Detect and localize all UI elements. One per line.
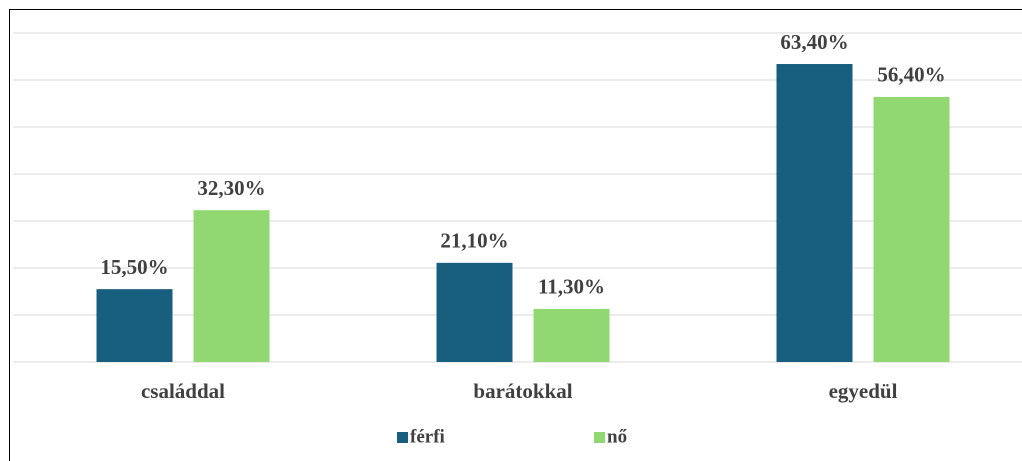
chart-frame bbox=[9, 9, 1022, 461]
value-label: 11,30% bbox=[538, 275, 605, 299]
legend-swatch bbox=[594, 432, 605, 443]
value-label: 15,50% bbox=[100, 255, 168, 279]
value-label: 56,40% bbox=[877, 63, 945, 87]
bar bbox=[96, 289, 173, 362]
bar bbox=[533, 308, 610, 362]
x-tick-label: barátokkal bbox=[473, 379, 572, 403]
bar bbox=[873, 96, 950, 363]
value-label: 32,30% bbox=[197, 176, 265, 200]
legend-label: nő bbox=[607, 426, 627, 447]
x-tick-label: egyedül bbox=[829, 379, 898, 403]
legend-label: férfi bbox=[410, 426, 445, 447]
x-tick-label: családdal bbox=[141, 379, 225, 403]
bar bbox=[436, 262, 513, 362]
bar bbox=[776, 64, 853, 363]
value-label: 63,40% bbox=[780, 30, 848, 54]
value-label: 21,10% bbox=[440, 229, 508, 253]
bar bbox=[193, 210, 270, 362]
legend-swatch bbox=[397, 432, 408, 443]
